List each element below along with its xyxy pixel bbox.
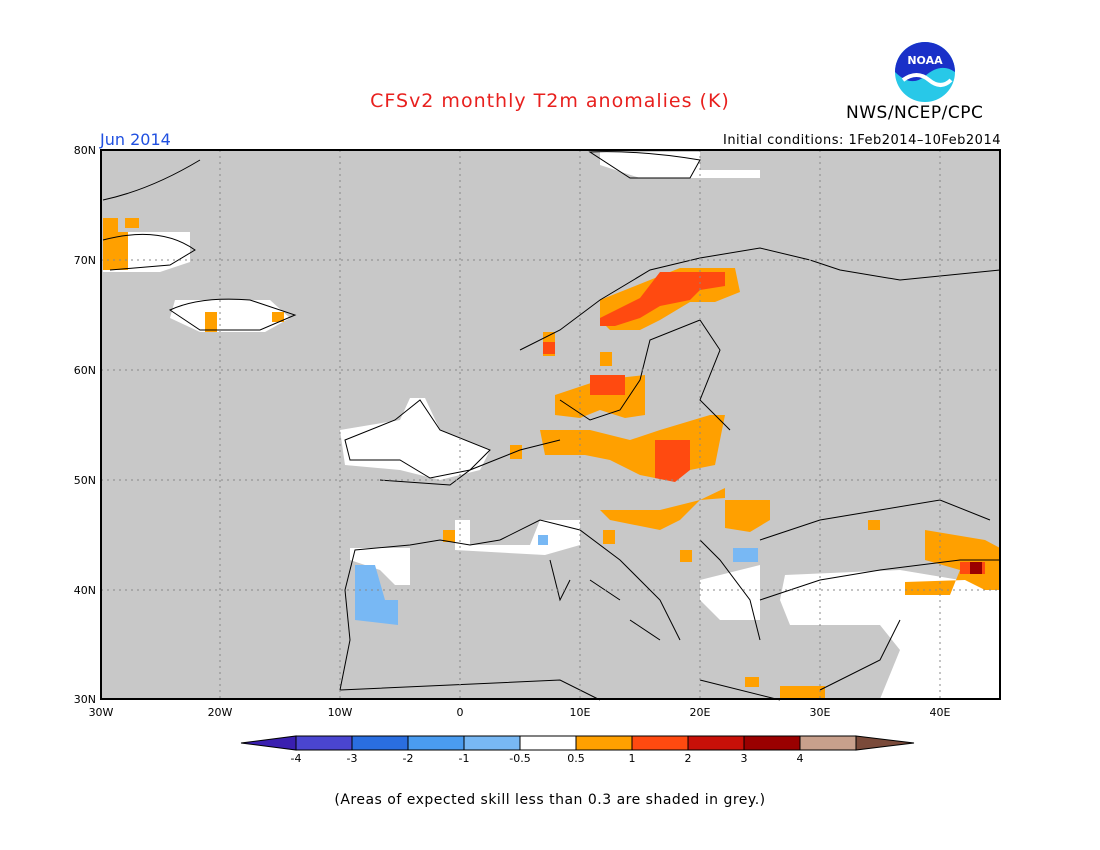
colorbar-tick-label: -1 [459, 752, 470, 765]
coastlines [102, 151, 1001, 701]
lat-label: 40N [74, 584, 96, 597]
lon-label: 10W [328, 706, 353, 719]
warm-iceland-e [272, 312, 284, 322]
veryhot-caucasus [970, 562, 982, 574]
colorbar-labels: -4 -3 -2 -1 -0.5 0.5 1 2 3 4 [291, 752, 804, 765]
warm-black-sea-east [868, 520, 880, 530]
lon-label: 30E [810, 706, 831, 719]
warm-romania [725, 500, 770, 532]
colorbar-tick-label: 3 [741, 752, 748, 765]
neutral-turkey [780, 570, 1000, 699]
lon-label: 20W [208, 706, 233, 719]
colorbar-tick-label: 4 [797, 752, 804, 765]
lon-label: 0 [457, 706, 464, 719]
warm-greece [680, 550, 692, 562]
colorbar-swatch [687, 735, 745, 751]
hot-scandinavia [600, 272, 725, 326]
lat-label: 60N [74, 364, 96, 377]
lon-label: 10E [570, 706, 591, 719]
colorbar-tick-label: -2 [403, 752, 414, 765]
anomaly-map: 80N 70N 60N 50N 40N 30N 30W 20W 10W 0 10… [74, 144, 1001, 719]
colorbar-swatch [463, 735, 521, 751]
colorbar-swatch [407, 735, 465, 751]
hot-south-sweden [590, 375, 625, 395]
warm-balkans [600, 488, 725, 530]
neutral-southwest-europe [455, 520, 580, 555]
skill-footnote: (Areas of expected skill less than 0.3 a… [334, 792, 766, 808]
lon-label: 20E [690, 706, 711, 719]
warm-adriatic [603, 530, 615, 544]
warm-caucasus [905, 530, 1000, 595]
logo-text: NOAA [907, 54, 943, 67]
initial-conditions-label: Initial conditions: 1Feb2014–10Feb2014 [722, 133, 1001, 148]
colorbar-min-arrow [240, 735, 297, 751]
colorbar-tick-label: 1 [629, 752, 636, 765]
noaa-logo-icon: NOAA [895, 42, 955, 102]
hot-poland [655, 440, 690, 482]
map-frame [100, 149, 1001, 700]
neutral-iberia [350, 548, 410, 585]
anomaly-patches [103, 152, 1000, 699]
colorbar-tick-label: -0.5 [509, 752, 530, 765]
neutral-balkans [700, 565, 760, 620]
colorbar-tick-label: -3 [347, 752, 358, 765]
colorbar-swatch [519, 735, 577, 751]
lat-label: 80N [74, 144, 96, 157]
lat-label: 30N [74, 693, 96, 706]
warm-italy-coast [443, 530, 455, 542]
cool-balkans [733, 548, 758, 562]
cool-italy [538, 535, 548, 545]
lat-label: 50N [74, 474, 96, 487]
warm-egypt-coast [780, 686, 825, 699]
lat-label: 70N [74, 254, 96, 267]
colorbar-swatches [240, 735, 915, 751]
colorbar-tick-label: -4 [291, 752, 302, 765]
colorbar-swatch [351, 735, 409, 751]
lon-label: 40E [930, 706, 951, 719]
agency-label: NWS/NCEP/CPC [846, 103, 984, 123]
colorbar-max-arrow [855, 735, 915, 751]
colorbar-swatch [799, 735, 857, 751]
neutral-svalbard [600, 152, 760, 178]
neutral-iceland [170, 300, 290, 332]
colorbar: -4 -3 -2 -1 -0.5 0.5 1 2 3 4 [240, 735, 915, 765]
warm-baltic-north [600, 352, 612, 366]
warm-greenland [103, 218, 128, 270]
colorbar-swatch [631, 735, 689, 751]
month-label: Jun 2014 [100, 130, 171, 149]
lon-label: 30W [89, 706, 114, 719]
warm-turkey-south [745, 677, 759, 687]
hot-norway-coast [543, 342, 555, 354]
colorbar-swatch [575, 735, 633, 751]
chart-title: CFSv2 monthly T2m anomalies (K) [370, 90, 730, 112]
colorbar-tick-label: 2 [685, 752, 692, 765]
warm-iceland-w [205, 312, 217, 332]
colorbar-tick-label: 0.5 [567, 752, 585, 765]
cool-portugal [355, 565, 398, 625]
warm-greenland-2 [125, 218, 139, 228]
colorbar-swatch [743, 735, 801, 751]
colorbar-swatch [295, 735, 353, 751]
graticule [101, 150, 1000, 699]
